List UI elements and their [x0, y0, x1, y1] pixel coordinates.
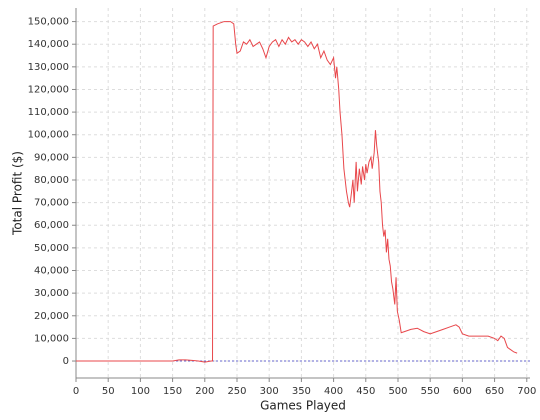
x-tick-label: 650 — [485, 386, 504, 397]
x-tick-label: 350 — [292, 386, 311, 397]
y-tick-label: 10,000 — [34, 333, 69, 344]
x-tick-label: 300 — [260, 386, 279, 397]
x-tick-label: 0 — [73, 386, 79, 397]
y-tick-label: 0 — [63, 356, 69, 367]
y-tick-label: 100,000 — [28, 130, 69, 141]
y-tick-label: 70,000 — [34, 198, 69, 209]
y-tick-label: 40,000 — [34, 266, 69, 277]
y-axis-label: Total Profit ($) — [11, 151, 25, 236]
x-tick-label: 550 — [421, 386, 440, 397]
y-tick-label: 50,000 — [34, 243, 69, 254]
data-line — [76, 21, 518, 363]
y-tick-label: 90,000 — [34, 152, 69, 163]
x-tick-label: 450 — [356, 386, 375, 397]
y-tick-label: 60,000 — [34, 220, 69, 231]
y-tick-label: 120,000 — [28, 84, 69, 95]
x-tick-label: 400 — [324, 386, 343, 397]
x-tick-label: 200 — [195, 386, 214, 397]
x-tick-label: 600 — [453, 386, 472, 397]
x-axis-label: Games Played — [260, 399, 346, 413]
y-tick-label: 130,000 — [28, 62, 69, 73]
x-tick-label: 100 — [131, 386, 150, 397]
x-tick-label: 150 — [163, 386, 182, 397]
y-tick-label: 110,000 — [28, 107, 69, 118]
y-tick-label: 140,000 — [28, 39, 69, 50]
x-tick-label: 500 — [388, 386, 407, 397]
y-tick-label: 150,000 — [28, 17, 69, 28]
y-tick-label: 20,000 — [34, 311, 69, 322]
y-tick-label: 30,000 — [34, 288, 69, 299]
y-tick-label: 80,000 — [34, 175, 69, 186]
x-tick-label: 250 — [227, 386, 246, 397]
x-tick-label: 50 — [102, 386, 115, 397]
x-tick-label: 700 — [517, 386, 536, 397]
